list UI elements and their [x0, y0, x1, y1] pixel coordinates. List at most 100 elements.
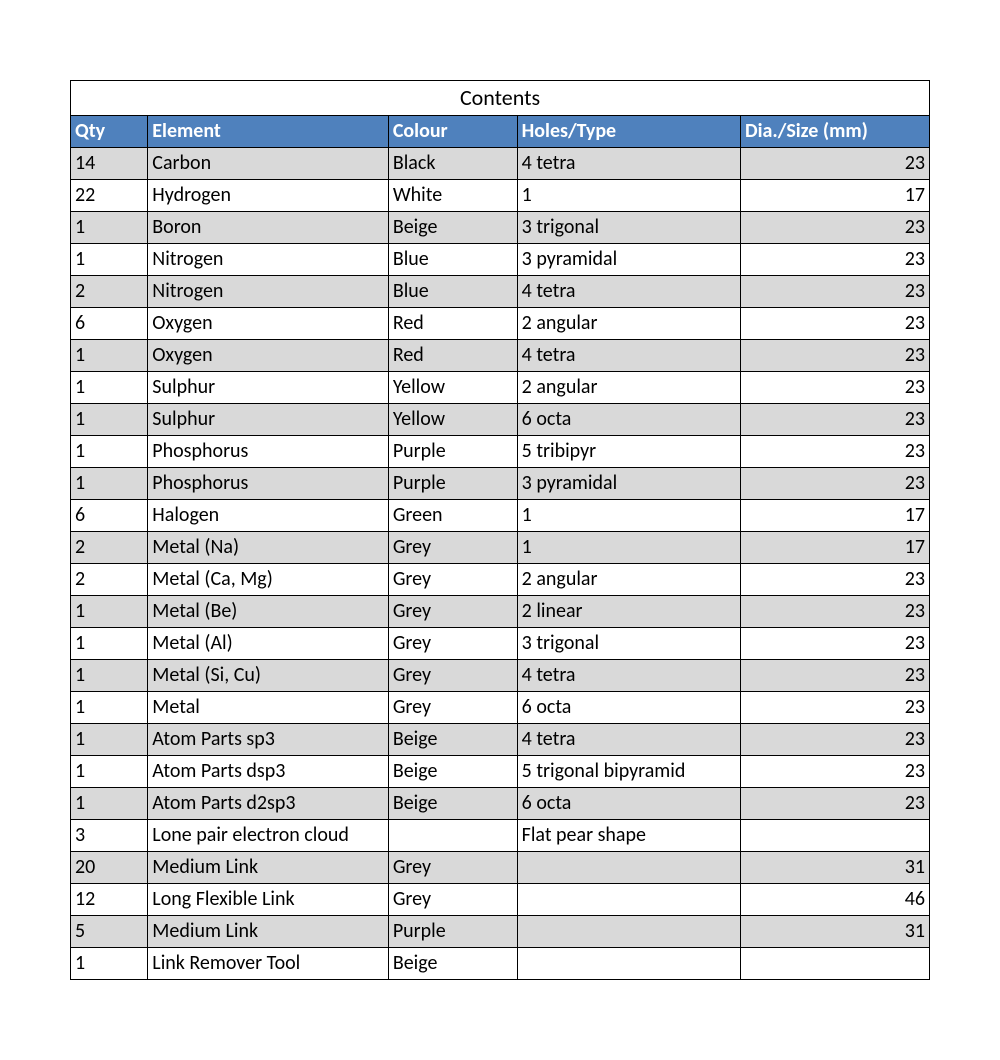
cell-size: 23	[740, 723, 929, 755]
cell-holes: 2 angular	[517, 307, 740, 339]
table-row: 1Link Remover ToolBeige	[71, 947, 930, 979]
cell-size: 17	[740, 179, 929, 211]
cell-element: Nitrogen	[148, 243, 389, 275]
cell-size: 23	[740, 435, 929, 467]
table-row: 1PhosphorusPurple3 pyramidal23	[71, 467, 930, 499]
cell-holes: 1	[517, 499, 740, 531]
cell-size: 31	[740, 915, 929, 947]
table-row: 22HydrogenWhite117	[71, 179, 930, 211]
cell-colour: Grey	[388, 563, 517, 595]
cell-element: Metal (Al)	[148, 627, 389, 659]
cell-size: 23	[740, 211, 929, 243]
cell-element: Phosphorus	[148, 467, 389, 499]
cell-holes	[517, 947, 740, 979]
col-holes: Holes/Type	[517, 115, 740, 147]
cell-qty: 1	[71, 467, 148, 499]
cell-colour: Green	[388, 499, 517, 531]
cell-size: 17	[740, 531, 929, 563]
table-row: 1OxygenRed4 tetra23	[71, 339, 930, 371]
cell-size: 23	[740, 307, 929, 339]
cell-element: Halogen	[148, 499, 389, 531]
cell-qty: 1	[71, 243, 148, 275]
table-row: 1SulphurYellow2 angular23	[71, 371, 930, 403]
cell-colour: Purple	[388, 467, 517, 499]
cell-element: Atom Parts dsp3	[148, 755, 389, 787]
cell-qty: 1	[71, 339, 148, 371]
cell-qty: 1	[71, 755, 148, 787]
cell-size: 23	[740, 371, 929, 403]
table-row: 1SulphurYellow6 octa23	[71, 403, 930, 435]
table-row: 1Atom Parts dsp3Beige5 trigonal bipyrami…	[71, 755, 930, 787]
table-row: 2Metal (Ca, Mg)Grey2 angular23	[71, 563, 930, 595]
cell-holes: 4 tetra	[517, 275, 740, 307]
cell-element: Atom Parts d2sp3	[148, 787, 389, 819]
cell-size: 23	[740, 243, 929, 275]
cell-qty: 22	[71, 179, 148, 211]
cell-holes: 3 pyramidal	[517, 243, 740, 275]
table-title-row: Contents	[71, 81, 930, 116]
table-row: 5Medium LinkPurple31	[71, 915, 930, 947]
cell-qty: 2	[71, 531, 148, 563]
cell-holes: 3 trigonal	[517, 627, 740, 659]
cell-element: Metal (Ca, Mg)	[148, 563, 389, 595]
cell-holes: 2 linear	[517, 595, 740, 627]
cell-size: 23	[740, 755, 929, 787]
cell-holes	[517, 883, 740, 915]
cell-holes: 4 tetra	[517, 147, 740, 179]
cell-size	[740, 819, 929, 851]
cell-colour: Beige	[388, 211, 517, 243]
cell-element: Phosphorus	[148, 435, 389, 467]
cell-size: 23	[740, 275, 929, 307]
table-row: 1MetalGrey6 octa23	[71, 691, 930, 723]
cell-colour: Black	[388, 147, 517, 179]
cell-element: Oxygen	[148, 307, 389, 339]
cell-size: 31	[740, 851, 929, 883]
cell-colour: Grey	[388, 851, 517, 883]
cell-size: 23	[740, 627, 929, 659]
cell-qty: 1	[71, 947, 148, 979]
cell-colour: Blue	[388, 243, 517, 275]
cell-qty: 1	[71, 435, 148, 467]
cell-element: Boron	[148, 211, 389, 243]
cell-qty: 1	[71, 691, 148, 723]
table-row: 1PhosphorusPurple5 tribipyr23	[71, 435, 930, 467]
cell-holes: 1	[517, 531, 740, 563]
col-qty: Qty	[71, 115, 148, 147]
table-row: 1Atom Parts d2sp3Beige6 octa23	[71, 787, 930, 819]
table-row: 1Metal (Be)Grey2 linear23	[71, 595, 930, 627]
cell-holes: 3 trigonal	[517, 211, 740, 243]
cell-colour	[388, 819, 517, 851]
cell-size: 46	[740, 883, 929, 915]
cell-size: 23	[740, 595, 929, 627]
cell-colour: Grey	[388, 659, 517, 691]
cell-size: 23	[740, 467, 929, 499]
cell-element: Metal (Be)	[148, 595, 389, 627]
cell-size: 23	[740, 339, 929, 371]
cell-qty: 1	[71, 723, 148, 755]
cell-qty: 6	[71, 499, 148, 531]
cell-colour: Yellow	[388, 371, 517, 403]
cell-holes: 6 octa	[517, 691, 740, 723]
table-row: 6OxygenRed2 angular23	[71, 307, 930, 339]
cell-colour: Grey	[388, 531, 517, 563]
cell-size: 23	[740, 691, 929, 723]
table-row: 6HalogenGreen117	[71, 499, 930, 531]
cell-holes: 4 tetra	[517, 339, 740, 371]
cell-holes: 6 octa	[517, 403, 740, 435]
cell-size: 23	[740, 563, 929, 595]
table-row: 14CarbonBlack4 tetra23	[71, 147, 930, 179]
cell-holes: 2 angular	[517, 563, 740, 595]
cell-size: 23	[740, 147, 929, 179]
contents-table: Contents Qty Element Colour Holes/Type D…	[70, 80, 930, 980]
cell-element: Medium Link	[148, 915, 389, 947]
col-colour: Colour	[388, 115, 517, 147]
table-row: 2NitrogenBlue4 tetra23	[71, 275, 930, 307]
cell-qty: 1	[71, 659, 148, 691]
cell-holes: 2 angular	[517, 371, 740, 403]
cell-holes: 1	[517, 179, 740, 211]
cell-colour: Purple	[388, 435, 517, 467]
cell-element: Lone pair electron cloud	[148, 819, 389, 851]
cell-colour: Beige	[388, 755, 517, 787]
cell-qty: 12	[71, 883, 148, 915]
cell-colour: Beige	[388, 947, 517, 979]
